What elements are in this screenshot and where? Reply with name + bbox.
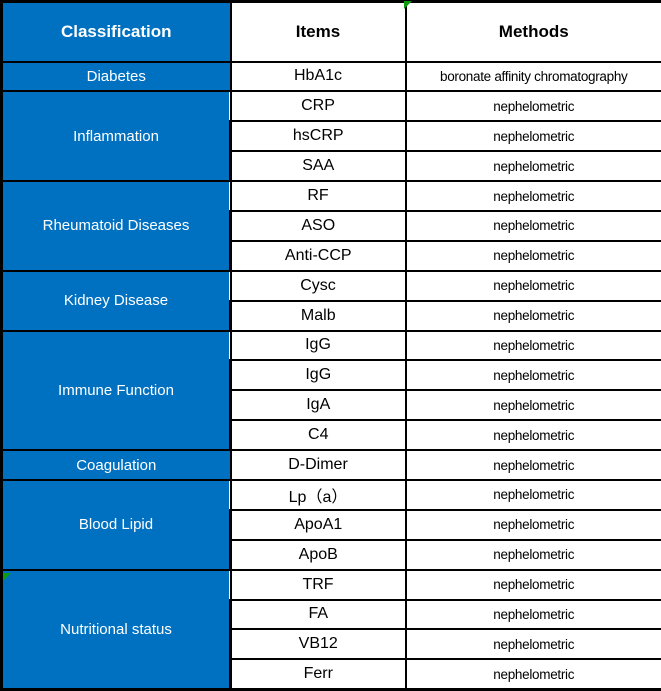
method-cell: nephelometric: [404, 538, 661, 571]
item-cell: Ferr: [229, 658, 407, 691]
method-cell: nephelometric: [404, 150, 661, 183]
table-row: VB12 nephelometric: [2, 628, 661, 661]
item-cell: RF: [229, 180, 407, 212]
item-cell: IgA: [229, 389, 407, 422]
column-header-classification: Classification: [0, 0, 232, 63]
table-row: Ferr nephelometric: [2, 658, 661, 691]
table-row: C4 nephelometric: [2, 419, 661, 452]
method-cell: nephelometric: [404, 449, 661, 481]
classification-cell: Rheumatoid Diseases: [0, 180, 232, 272]
item-cell: TRF: [229, 568, 407, 601]
column-header-items: Items: [229, 0, 407, 63]
table-row: Rheumatoid Diseases RF nephelometric: [0, 180, 661, 272]
table-row: Diabetes HbA1c boronate affinity chromatog…: [0, 60, 661, 93]
item-cell: ApoB: [229, 538, 407, 571]
classification-cell: Immune Function: [0, 329, 232, 452]
method-cell: nephelometric: [404, 359, 661, 392]
item-cell: HbA1c: [229, 60, 407, 93]
item-cell: hsCRP: [229, 120, 407, 153]
table-row: ASO nephelometric: [2, 209, 661, 242]
table-row: SAA nephelometric: [2, 150, 661, 183]
item-cell: C4: [229, 419, 407, 452]
method-cell: nephelometric: [404, 269, 661, 302]
table-row: Blood Lipid Lp（a） nephelometric: [0, 478, 661, 571]
table-row: Coagulation D-Dimer nephelometric: [0, 449, 661, 481]
method-cell: nephelometric: [404, 419, 661, 452]
table-header: Classification Items Methods: [0, 0, 661, 63]
item-cell: IgG: [229, 329, 407, 362]
item-cell: ApoA1: [229, 508, 407, 541]
item-cell: CRP: [229, 90, 407, 123]
item-cell: Cysc: [229, 269, 407, 302]
method-cell: nephelometric: [404, 658, 661, 691]
item-cell: ASO: [229, 209, 407, 242]
table-row: Immune Function IgG nephelometric: [0, 329, 661, 452]
table-row: ApoB nephelometric: [2, 538, 661, 571]
item-cell: IgG: [229, 359, 407, 392]
item-cell: FA: [229, 598, 407, 631]
table-row: IgA nephelometric: [2, 389, 661, 422]
item-cell: Malb: [229, 299, 407, 332]
table-body: Diabetes HbA1c boronate affinity chromatog…: [0, 60, 661, 691]
classification-cell: Nutritional status: [0, 568, 232, 691]
method-cell: nephelometric: [404, 628, 661, 661]
method-cell: nephelometric: [404, 478, 661, 511]
header-row: Classification Items Methods: [0, 0, 661, 63]
method-cell: nephelometric: [404, 508, 661, 541]
method-cell: nephelometric: [404, 598, 661, 631]
table-row: Nutritional status TRF nephelometric: [0, 568, 661, 691]
item-cell: Anti-CCP: [229, 239, 407, 272]
table-row: Malb nephelometric: [2, 299, 661, 332]
classification-cell: Inflammation: [0, 90, 232, 183]
method-cell: boronate affinity chromatography: [404, 60, 661, 93]
table-row: hsCRP nephelometric: [2, 120, 661, 153]
item-cell: SAA: [229, 150, 407, 183]
item-cell: D-Dimer: [229, 449, 407, 481]
method-cell: nephelometric: [404, 389, 661, 422]
column-header-methods: Methods: [404, 0, 661, 63]
method-cell: nephelometric: [404, 90, 661, 123]
method-cell: nephelometric: [404, 180, 661, 212]
table-row: Inflammation CRP nephelometric: [0, 90, 661, 183]
item-cell: Lp（a）: [229, 478, 407, 511]
table-row: Anti-CCP nephelometric: [2, 239, 661, 272]
method-cell: nephelometric: [404, 299, 661, 332]
table-row: IgG nephelometric: [2, 359, 661, 392]
method-cell: nephelometric: [404, 120, 661, 153]
table-row: FA nephelometric: [2, 598, 661, 631]
table-row: Kidney Disease Cysc nephelometric: [0, 269, 661, 332]
classification-cell: Coagulation: [0, 449, 232, 481]
method-cell: nephelometric: [404, 239, 661, 272]
item-cell: VB12: [229, 628, 407, 661]
table-row: ApoA1 nephelometric: [2, 508, 661, 541]
classification-cell: Diabetes: [0, 60, 232, 93]
method-cell: nephelometric: [404, 209, 661, 242]
method-cell: nephelometric: [404, 568, 661, 601]
method-cell: nephelometric: [404, 329, 661, 362]
classification-cell: Blood Lipid: [0, 478, 232, 571]
classification-cell: Kidney Disease: [0, 269, 232, 332]
